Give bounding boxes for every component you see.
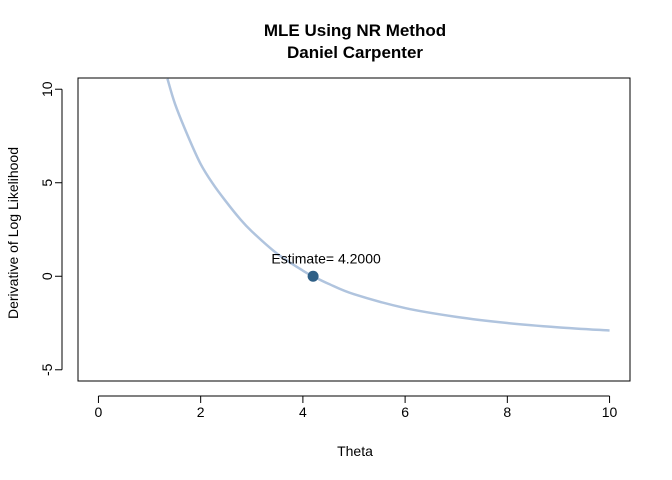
y-tick-label: 0 [39,272,55,280]
y-axis: -5 0 5 10 [39,81,63,376]
x-tick-label: 2 [197,404,205,420]
x-axis: 0 2 4 6 8 10 [95,395,618,420]
plot-frame [77,77,631,382]
x-tick-label: 10 [602,404,618,420]
x-tick-label: 6 [401,404,409,420]
estimate-point [307,270,319,282]
x-tick-label: 0 [95,404,103,420]
plot-area [77,77,631,382]
y-tick-label: 10 [39,81,55,97]
series-line [166,78,610,332]
series-layer [166,78,610,332]
chart-subtitle: Daniel Carpenter [287,43,423,62]
marker-layer: Estimate= 4.2000 [271,250,381,282]
x-tick-label: 8 [503,404,511,420]
estimate-annotation: Estimate= 4.2000 [271,250,381,266]
x-axis-label: Theta [337,443,373,459]
chart-title: MLE Using NR Method [264,21,446,40]
y-tick-label: 5 [39,179,55,187]
x-tick-label: 4 [299,404,307,420]
y-tick-label: -5 [39,363,55,376]
y-axis-label: Derivative of Log Likelihood [5,147,21,319]
